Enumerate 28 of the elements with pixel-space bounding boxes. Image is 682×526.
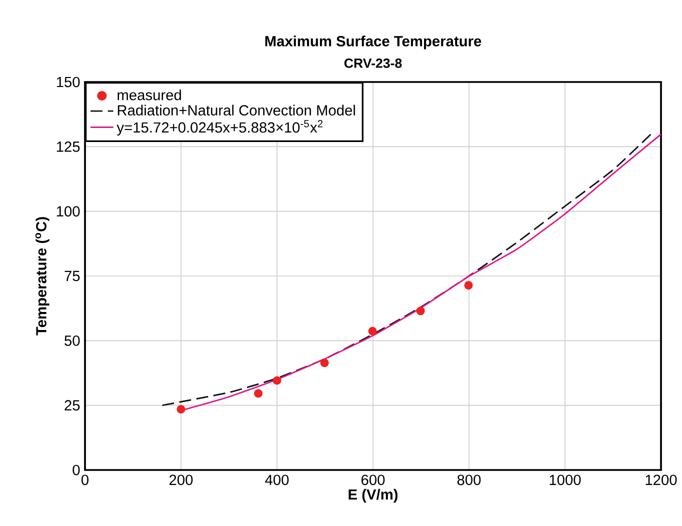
- x-tick-label: 0: [81, 474, 88, 486]
- point: [416, 306, 425, 316]
- point: [176, 404, 186, 414]
- y-axis-title: Temperature ($^{o}$C): [35, 217, 50, 336]
- x-axis-title: E (V/m): [348, 488, 398, 503]
- chart-title: Maximum Surface Temperature: [265, 36, 482, 50]
- legend-label: measured: [118, 89, 181, 100]
- point: [368, 326, 377, 336]
- y-tick-label: 150: [56, 76, 80, 88]
- y-tick-label: 75: [64, 270, 80, 282]
- y-tick-label: 100: [56, 206, 80, 217]
- y-tick-label: 25: [64, 400, 80, 411]
- point: [272, 376, 282, 385]
- point: [320, 358, 329, 368]
- x-tick-label: 1000: [550, 474, 581, 486]
- x-tick-label: 400: [265, 474, 289, 486]
- y-tick-label: 0: [72, 464, 80, 476]
- x-tick-label: 600: [362, 474, 385, 486]
- chart-subtitle: CRV-23-8: [344, 58, 402, 68]
- legend-label: y=15.72+0.0245x+5.883×10$^{-5}$x$^{2}$: [116, 120, 323, 136]
- y-tick-label: 50: [64, 335, 80, 346]
- y-tick-label: 125: [56, 141, 80, 152]
- x-tick-label: 200: [170, 474, 193, 486]
- point: [464, 281, 473, 290]
- x-tick-label: 800: [457, 474, 481, 486]
- x-tick-label: 1200: [646, 474, 677, 486]
- point: [254, 389, 263, 398]
- legend-label: Radiation+Natural Convection Model: [118, 104, 355, 116]
